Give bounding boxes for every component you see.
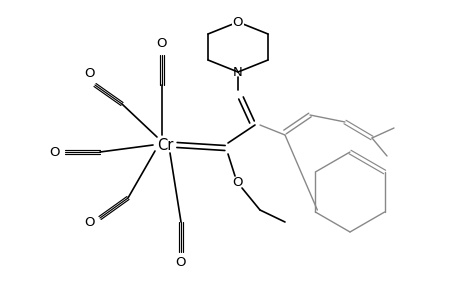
Text: O: O (50, 146, 60, 158)
Text: O: O (175, 256, 186, 268)
Text: O: O (232, 176, 243, 188)
Text: N: N (233, 65, 242, 79)
Text: O: O (232, 16, 243, 28)
Text: O: O (84, 67, 95, 80)
Text: Cr: Cr (157, 137, 173, 152)
Text: O: O (84, 217, 95, 230)
Text: O: O (157, 37, 167, 50)
